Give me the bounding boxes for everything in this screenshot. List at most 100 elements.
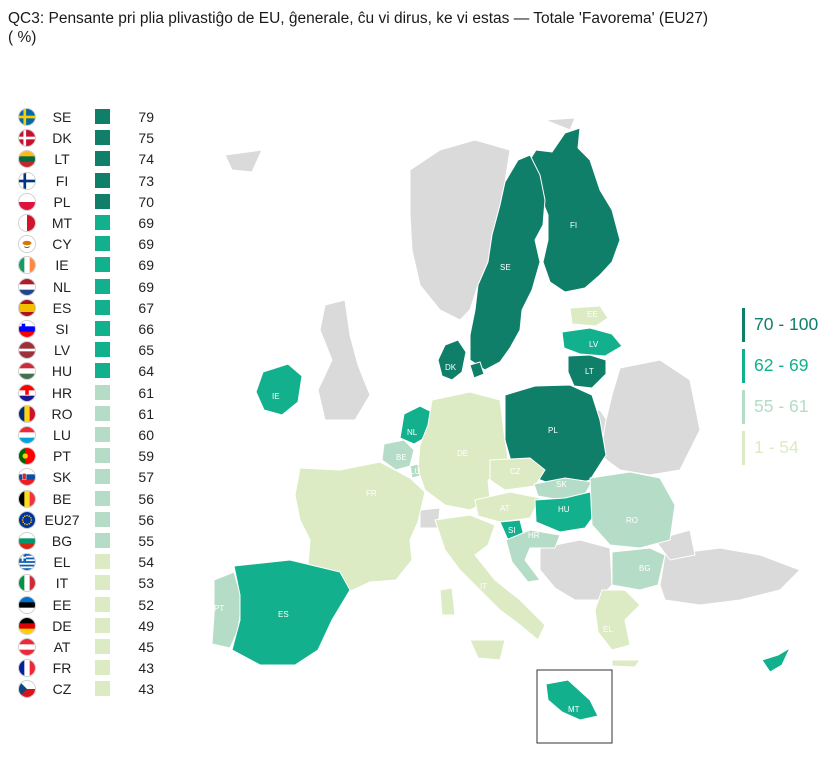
value-swatch: [95, 448, 110, 464]
flag-icon: [18, 277, 36, 296]
flag-icon: [18, 404, 36, 423]
map-label-mt: MT: [568, 705, 580, 714]
flag-icon: [18, 510, 36, 529]
table-row: FI 73: [18, 170, 168, 191]
legend-item: 1 - 54: [742, 431, 839, 465]
flag-icon: [18, 574, 36, 593]
country-code: DE: [52, 617, 72, 634]
non-eu-country-shape: [544, 117, 576, 131]
table-row: SK 57: [18, 466, 168, 487]
country-value: 55: [138, 533, 154, 549]
flag-icon: [18, 532, 36, 550]
country-value: 59: [138, 448, 154, 465]
flag-icon: [18, 320, 36, 338]
value-swatch: [95, 511, 110, 527]
value-swatch: [95, 299, 110, 315]
country-shape-es: [231, 559, 351, 666]
country-value: 65: [138, 342, 154, 359]
flag-icon: [18, 553, 36, 572]
map-label-bg: BG: [639, 564, 651, 573]
value-swatch: [95, 469, 110, 485]
value-swatch: [95, 363, 110, 379]
country-value: 75: [138, 130, 154, 147]
country-code: IE: [55, 257, 69, 274]
country-shape-hr: [505, 529, 561, 583]
map-label-el: EL: [603, 625, 613, 634]
map-label-fr: FR: [366, 489, 377, 498]
country-value: 57: [138, 469, 154, 486]
value-swatch: [95, 405, 110, 421]
table-row: RO 61: [18, 403, 168, 424]
map-label-de: DE: [457, 449, 468, 458]
table-row: BE 56: [18, 488, 168, 509]
country-shape-ro: [589, 471, 676, 549]
table-row: HR 61: [18, 382, 168, 403]
value-swatch: [95, 109, 110, 124]
table-row: LU 60: [18, 424, 168, 445]
legend-label: 62 - 69: [754, 355, 809, 375]
table-row: LV 65: [18, 339, 168, 360]
value-swatch: [95, 596, 110, 612]
country-shape-bg: [611, 547, 666, 591]
non-eu-country-shape: [224, 149, 263, 173]
map-label-hu: HU: [558, 505, 570, 514]
country-code: ES: [52, 299, 72, 316]
country-code: HR: [51, 384, 73, 401]
country-value: 73: [138, 172, 154, 189]
flag-icon: [18, 595, 36, 614]
flag-icon: [18, 235, 36, 254]
country-code: LU: [53, 427, 71, 443]
map-label-lu: LU: [410, 467, 420, 476]
table-row: EL 54: [18, 551, 168, 572]
flag-icon: [18, 659, 36, 678]
flag-icon: [18, 192, 36, 211]
value-swatch: [95, 384, 110, 400]
country-shape-cy: [761, 646, 792, 673]
table-row: PT 59: [18, 445, 168, 466]
country-code: MT: [51, 215, 73, 231]
flag-icon: [18, 489, 36, 508]
legend-color-bar: [742, 349, 745, 383]
flag-icon: [18, 129, 36, 148]
value-swatch: [95, 257, 110, 273]
table-row: DK 75: [18, 127, 168, 148]
country-value: 60: [138, 427, 154, 443]
table-row: CY 69: [18, 233, 168, 254]
country-value: 64: [138, 363, 154, 380]
table-row: SE 79: [18, 106, 168, 127]
country-shape-at: [474, 491, 541, 523]
table-row: BG 55: [18, 530, 168, 551]
map-label-cy: CY: [749, 658, 761, 667]
country-value: 56: [138, 490, 154, 507]
country-shape-ee: [569, 305, 609, 327]
europe-map: FI SE EE LV LT DK IE NL PL BE DE LU CZ FR SK AT HU RO SI HR…: [211, 117, 801, 744]
table-row: DE 49: [18, 615, 168, 636]
map-label-ee: EE: [587, 310, 598, 319]
non-eu-country-shape: [659, 547, 801, 606]
country-code: RO: [51, 405, 73, 422]
legend-label: 55 - 61: [754, 396, 809, 416]
table-row: PL 70: [18, 191, 168, 212]
map-label-fi: FI: [570, 221, 577, 230]
legend-label: 70 - 100: [754, 314, 819, 334]
legend-color-bar: [742, 390, 745, 424]
value-swatch: [95, 639, 110, 654]
value-swatch: [95, 490, 110, 506]
country-code: PL: [53, 193, 71, 210]
country-value: 56: [138, 511, 154, 528]
value-swatch: [95, 278, 110, 294]
table-row: MT 69: [18, 212, 168, 233]
map-label-pt: PT: [214, 604, 224, 613]
country-code: HU: [51, 363, 73, 380]
chart-title: QC3: Pensante pri plia plivastiĝo de EU,…: [8, 10, 709, 46]
country-code: PT: [53, 448, 71, 465]
country-shape-dk: [437, 339, 485, 381]
map-label-lv: LV: [589, 340, 599, 349]
legend-item: 70 - 100: [742, 308, 839, 342]
table-row: ES 67: [18, 297, 168, 318]
flag-icon: [18, 150, 36, 169]
flag-icon: [18, 468, 36, 487]
flag-icon: [18, 362, 36, 381]
map-label-lt: LT: [585, 367, 594, 376]
malta-inset-frame: [536, 669, 613, 744]
